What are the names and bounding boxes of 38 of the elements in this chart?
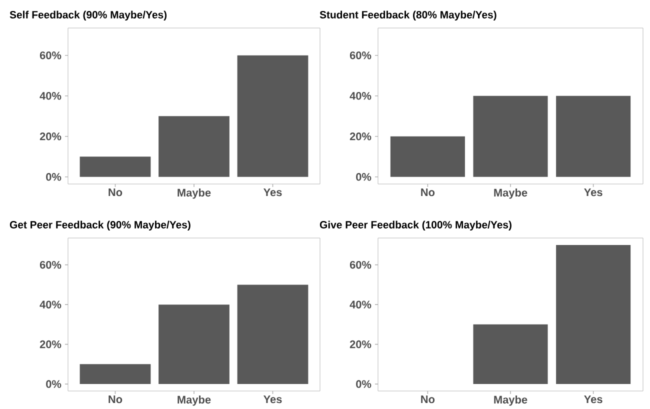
y-tick-label: 20%: [350, 132, 372, 140]
x-tick-label: Yes: [584, 396, 602, 404]
y-tick-label: 0%: [356, 380, 372, 388]
x-tick-label: No: [421, 396, 435, 404]
y-tick-label: 60%: [40, 260, 62, 269]
x-tick-label: Yes: [263, 396, 282, 404]
y-tick-label: 40%: [40, 92, 62, 100]
y-tick-label: 0%: [356, 173, 372, 181]
x-tick-label: Maybe: [178, 396, 211, 406]
bar: [237, 55, 308, 177]
chart-title: Give Peer Feedback (100% Maybe/Yes): [320, 220, 512, 231]
x-tick-label: Yes: [584, 188, 602, 196]
y-tick-label: 60%: [350, 260, 372, 269]
x-tick-label: Maybe: [494, 188, 528, 199]
y-tick-label: 40%: [40, 300, 62, 308]
y-tick-label: 60%: [40, 51, 62, 60]
x-tick-label: Maybe: [494, 396, 528, 406]
y-tick-label: 0%: [46, 173, 62, 181]
bar: [80, 156, 151, 177]
x-tick-label: Maybe: [178, 188, 211, 199]
bar: [80, 364, 151, 384]
y-tick-label: 60%: [350, 51, 372, 60]
chart-title: Get Peer Feedback (90% Maybe/Yes): [10, 220, 190, 231]
bar: [158, 304, 230, 384]
chart-title: Self Feedback (90% Maybe/Yes): [10, 10, 167, 21]
x-tick-label: Yes: [263, 188, 282, 196]
chart-title: Student Feedback (80% Maybe/Yes): [320, 10, 496, 21]
y-tick-label: 20%: [350, 340, 372, 348]
y-tick-label: 0%: [46, 380, 62, 388]
y-tick-label: 40%: [350, 300, 372, 308]
y-tick-label: 40%: [350, 92, 372, 100]
y-tick-label: 20%: [40, 132, 62, 140]
x-tick-label: No: [108, 188, 122, 196]
x-tick-label: No: [108, 396, 122, 404]
bar: [158, 116, 230, 177]
y-tick-label: 20%: [40, 340, 62, 348]
x-tick-label: No: [421, 188, 435, 196]
bar: [237, 284, 308, 384]
